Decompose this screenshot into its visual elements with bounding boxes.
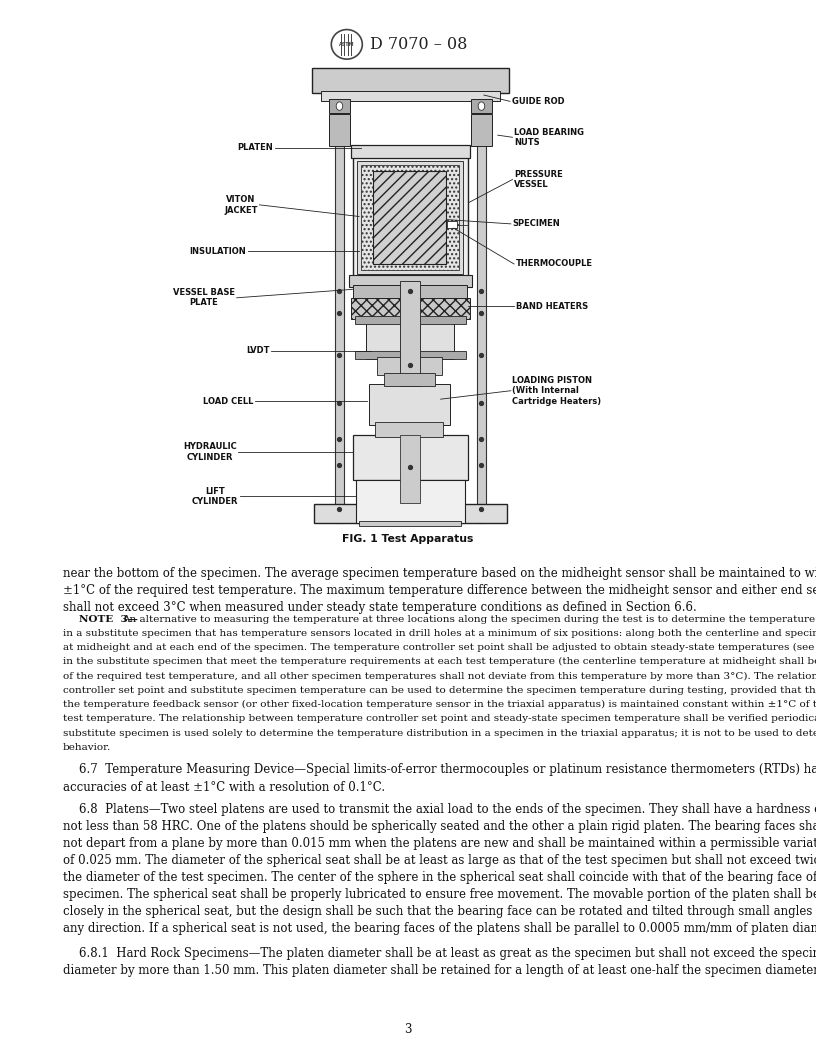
Bar: [361, 165, 459, 270]
Text: ASTM: ASTM: [339, 42, 355, 46]
Text: ±1°C of the required test temperature. The maximum temperature difference betwee: ±1°C of the required test temperature. T…: [63, 584, 816, 598]
Text: SPECIMEN: SPECIMEN: [512, 220, 561, 228]
Text: LVDT: LVDT: [246, 346, 269, 355]
Text: shall not exceed 3°C when measured under steady state temperature conditions as : shall not exceed 3°C when measured under…: [63, 601, 697, 615]
Text: behavior.: behavior.: [63, 743, 111, 752]
Bar: [400, 435, 420, 503]
Text: LOAD BEARING
NUTS: LOAD BEARING NUTS: [514, 128, 584, 147]
Ellipse shape: [331, 30, 362, 59]
Text: VESSEL BASE
PLATE: VESSEL BASE PLATE: [173, 288, 235, 307]
Text: closely in the spherical seat, but the design shall be such that the bearing fac: closely in the spherical seat, but the d…: [63, 905, 816, 919]
Circle shape: [478, 101, 485, 111]
Circle shape: [336, 101, 343, 111]
Bar: [356, 480, 465, 523]
Bar: [321, 91, 500, 101]
Text: not less than 58 HRC. One of the platens should be spherically seated and the ot: not less than 58 HRC. One of the platens…: [63, 819, 816, 833]
Bar: [471, 99, 492, 113]
Text: any direction. If a spherical seat is not used, the bearing faces of the platens: any direction. If a spherical seat is no…: [63, 922, 816, 936]
Text: of the required test temperature, and all other specimen temperatures shall not : of the required test temperature, and al…: [63, 672, 816, 681]
Bar: [359, 521, 461, 526]
Bar: [353, 157, 468, 277]
Text: the temperature feedback sensor (or other fixed-location temperature sensor in t: the temperature feedback sensor (or othe…: [63, 700, 816, 710]
Text: 6.8.1  Hard Rock Specimens—The platen diameter shall be at least as great as the: 6.8.1 Hard Rock Specimens—The platen dia…: [79, 947, 816, 960]
Bar: [447, 221, 457, 228]
Text: substitute specimen is used solely to determine the temperature distribution in : substitute specimen is used solely to de…: [63, 729, 816, 738]
Bar: [377, 357, 442, 375]
Text: PLATEN: PLATEN: [237, 144, 273, 152]
Text: the diameter of the test specimen. The center of the sphere in the spherical sea: the diameter of the test specimen. The c…: [63, 871, 816, 884]
Text: LIFT
CYLINDER: LIFT CYLINDER: [192, 487, 238, 506]
Bar: [357, 161, 463, 274]
Text: GUIDE ROD: GUIDE ROD: [512, 97, 564, 106]
Text: in a substitute specimen that has temperature sensors located in drill holes at : in a substitute specimen that has temper…: [63, 628, 816, 638]
Text: at midheight and at each end of the specimen. The temperature controller set poi: at midheight and at each end of the spec…: [63, 643, 816, 653]
Bar: [373, 171, 446, 264]
Text: in the substitute specimen that meet the temperature requirements at each test t: in the substitute specimen that meet the…: [63, 657, 816, 666]
Bar: [312, 68, 509, 93]
Bar: [477, 79, 486, 523]
Bar: [366, 323, 454, 359]
Bar: [375, 422, 443, 437]
Bar: [329, 99, 350, 113]
Text: controller set point and substitute specimen temperature can be used to determin: controller set point and substitute spec…: [63, 686, 816, 695]
Text: accuracies of at least ±1°C with a resolution of 0.1°C.: accuracies of at least ±1°C with a resol…: [63, 780, 385, 794]
Text: D 7070 – 08: D 7070 – 08: [370, 36, 467, 53]
Bar: [349, 275, 472, 287]
Text: NOTE  3—: NOTE 3—: [79, 615, 138, 624]
Text: An alternative to measuring the temperature at three locations along the specime: An alternative to measuring the temperat…: [122, 615, 816, 624]
Text: HYDRAULIC
CYLINDER: HYDRAULIC CYLINDER: [183, 442, 237, 461]
Text: 6.7  Temperature Measuring Device—Special limits-of-error thermocouples or plati: 6.7 Temperature Measuring Device—Special…: [79, 763, 816, 776]
Text: diameter by more than 1.50 mm. This platen diameter shall be retained for a leng: diameter by more than 1.50 mm. This plat…: [63, 964, 816, 978]
Text: test temperature. The relationship between temperature controller set point and : test temperature. The relationship betwe…: [63, 714, 816, 723]
Text: BAND HEATERS: BAND HEATERS: [516, 302, 588, 310]
Bar: [353, 435, 468, 480]
Text: FIG. 1 Test Apparatus: FIG. 1 Test Apparatus: [343, 534, 473, 544]
Bar: [353, 285, 467, 300]
Text: 6.8  Platens—Two steel platens are used to transmit the axial load to the ends o: 6.8 Platens—Two steel platens are used t…: [79, 803, 816, 815]
Bar: [355, 351, 466, 359]
Text: VITON
JACKET: VITON JACKET: [224, 195, 258, 214]
Text: THERMOCOUPLE: THERMOCOUPLE: [516, 260, 592, 268]
Text: 3: 3: [404, 1023, 412, 1036]
Text: near the bottom of the specimen. The average specimen temperature based on the m: near the bottom of the specimen. The ave…: [63, 567, 816, 580]
Text: of 0.025 mm. The diameter of the spherical seat shall be at least as large as th: of 0.025 mm. The diameter of the spheric…: [63, 854, 816, 867]
Bar: [335, 79, 344, 523]
Text: not depart from a plane by more than 0.015 mm when the platens are new and shall: not depart from a plane by more than 0.0…: [63, 836, 816, 850]
Text: PRESSURE
VESSEL: PRESSURE VESSEL: [514, 170, 563, 189]
Bar: [351, 298, 470, 319]
Text: specimen. The spherical seat shall be properly lubricated to ensure free movemen: specimen. The spherical seat shall be pr…: [63, 888, 816, 901]
Text: LOAD CELL: LOAD CELL: [202, 397, 253, 406]
Text: INSULATION: INSULATION: [189, 247, 246, 256]
Text: LOADING PISTON
(With Internal
Cartridge Heaters): LOADING PISTON (With Internal Cartridge …: [512, 376, 601, 406]
Bar: [369, 384, 450, 425]
Bar: [400, 281, 420, 386]
Bar: [329, 114, 350, 146]
Bar: [384, 373, 435, 386]
Bar: [471, 114, 492, 146]
Bar: [355, 316, 466, 324]
Bar: [351, 145, 470, 158]
Bar: [314, 504, 507, 523]
